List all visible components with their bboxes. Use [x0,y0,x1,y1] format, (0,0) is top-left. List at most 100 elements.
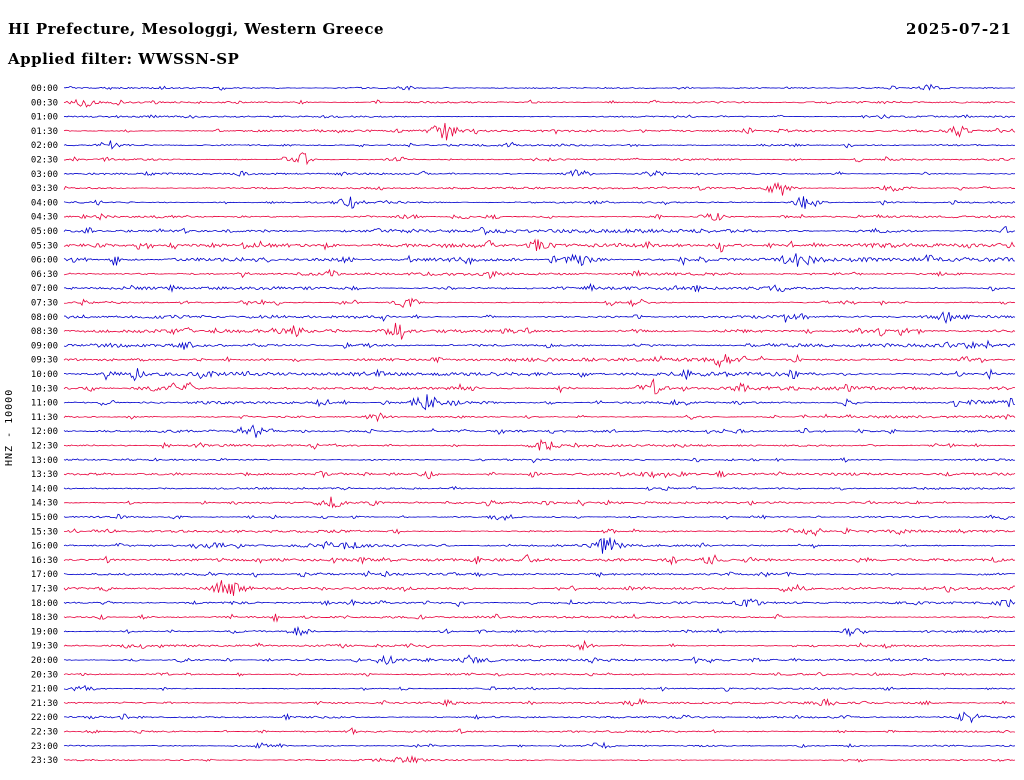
time-label: 07:00 [31,284,58,294]
time-label: 14:30 [31,499,58,509]
trace-row [63,268,1016,280]
time-label: 15:30 [31,527,58,537]
trace-row [63,98,1016,108]
date-label: 2025-07-21 [906,20,1012,38]
time-label: 18:30 [31,613,58,623]
trace-row [63,580,1016,596]
page-title: HI Prefecture, Mesologgi, Western Greece [8,20,385,38]
trace-row [63,485,1016,491]
trace-row [63,457,1016,464]
time-label: 06:30 [31,270,58,280]
trace-row [63,311,1016,324]
trace-row [63,654,1016,665]
time-label: 08:00 [31,313,58,323]
time-label: 23:30 [31,756,58,766]
time-label: 22:30 [31,728,58,738]
time-label: 21:30 [31,699,58,709]
applied-filter-label: Applied filter: WWSSN-SP [8,50,240,68]
trace-row [63,378,1016,395]
trace-row [63,353,1016,369]
time-label: 18:00 [31,599,58,609]
time-label: 15:00 [31,513,58,523]
trace-row [63,122,1016,141]
trace-row [63,537,1015,554]
trace-row [63,322,1016,340]
time-label: 00:30 [31,98,58,108]
time-label: 13:30 [31,470,58,480]
time-label: 19:30 [31,642,58,652]
trace-row [63,470,1016,480]
trace-row [63,613,1016,623]
trace-row [63,140,1016,150]
time-label: 16:00 [31,542,58,552]
trace-row [63,672,1016,677]
time-label: 11:30 [31,413,58,423]
trace-row [63,212,1016,221]
trace-row [63,513,1016,521]
trace-row [63,684,1016,692]
trace-row [63,114,1016,120]
time-label: 09:30 [31,356,58,366]
trace-row [63,625,1016,638]
trace-row [63,438,1016,451]
trace-row [63,412,1016,423]
time-label: 11:00 [31,399,58,409]
time-label: 17:30 [31,585,58,595]
trace-row [63,282,1016,293]
time-label: 17:00 [31,570,58,580]
time-label: 14:00 [31,484,58,494]
trace-row [63,152,1016,166]
trace-row [63,424,1016,438]
time-label: 02:30 [31,156,58,166]
trace-row [63,226,1016,236]
trace-row [63,394,1016,411]
time-label: 06:00 [31,256,58,266]
time-label: 21:00 [31,685,58,695]
trace-row [63,570,1016,578]
time-label: 05:00 [31,227,58,237]
time-label: 01:00 [31,113,58,123]
trace-row [63,526,1016,537]
trace-row [63,727,1016,736]
time-label: 08:30 [31,327,58,337]
trace-row [63,238,1016,253]
time-label: 10:30 [31,384,58,394]
time-label: 13:00 [31,456,58,466]
trace-row [63,711,1016,724]
trace-row [63,297,1016,309]
time-label: 22:00 [31,713,58,723]
trace-row [63,697,1016,708]
time-label: 20:00 [31,656,58,666]
trace-row [63,253,1016,267]
time-label: 20:30 [31,670,58,680]
trace-row [63,496,1016,509]
time-label: 00:00 [31,84,58,94]
time-label: 01:30 [31,127,58,137]
time-label: 19:00 [31,627,58,637]
trace-row [63,196,1016,209]
trace-row [63,598,1016,608]
time-label: 05:30 [31,241,58,251]
trace-row [63,83,1016,91]
time-label: 16:30 [31,556,58,566]
trace-row [63,169,1016,177]
trace-row [63,754,1016,764]
trace-row [63,741,1016,749]
trace-row [63,368,1016,382]
time-label: 02:00 [31,141,58,151]
time-label: 12:30 [31,442,58,452]
time-label: 12:00 [31,427,58,437]
trace-row [63,339,1016,350]
time-label: 07:30 [31,299,58,309]
time-label: 03:00 [31,170,58,180]
time-label: 10:00 [31,370,58,380]
trace-row [63,554,1016,566]
time-label: 09:00 [31,341,58,351]
time-label: 04:00 [31,198,58,208]
trace-row [63,181,1016,196]
time-label: 23:00 [31,742,58,752]
trace-row [63,639,1016,652]
time-label: 04:30 [31,213,58,223]
time-label: 03:30 [31,184,58,194]
